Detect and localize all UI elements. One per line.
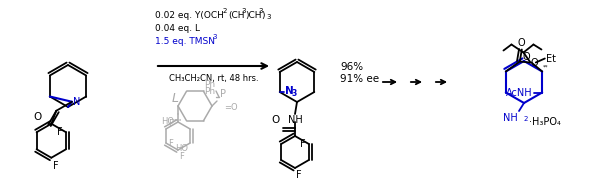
Text: F: F [168,119,173,128]
Text: 3: 3 [241,8,245,14]
Text: NH: NH [287,115,302,125]
Text: O: O [531,57,538,68]
Text: N: N [284,86,293,96]
Text: O: O [272,115,280,125]
Text: HO: HO [161,117,175,126]
Text: O: O [33,112,41,122]
Text: =O: =O [224,103,238,112]
Text: 3: 3 [292,89,297,99]
Text: (CH: (CH [228,11,245,20]
Text: O: O [523,51,530,61]
Text: P: P [220,89,226,99]
Text: F: F [179,152,184,161]
Text: """: """ [172,118,182,124]
Text: AcNH: AcNH [506,87,532,98]
Text: NH: NH [503,113,518,123]
Text: ): ) [261,11,265,20]
Text: 3: 3 [266,14,271,20]
Text: F: F [168,139,173,148]
Text: L: L [172,92,179,105]
Text: N: N [73,97,80,107]
Text: 96%: 96% [340,62,363,72]
Text: 0.02 eq. Y(OCH: 0.02 eq. Y(OCH [155,11,224,20]
Text: 3: 3 [212,34,217,40]
Text: F: F [58,127,63,137]
Text: )CH: )CH [245,11,262,20]
Text: F: F [53,161,59,171]
Text: ·H₃PO₄: ·H₃PO₄ [529,117,561,127]
Text: Ph: Ph [204,80,215,89]
Text: F: F [296,170,302,180]
Text: HO: HO [175,144,188,153]
Text: Et: Et [546,54,556,63]
Text: 2: 2 [223,8,227,14]
Text: CH₃CH₂CN, rt, 48 hrs.: CH₃CH₂CN, rt, 48 hrs. [169,74,259,83]
Text: **: ** [543,64,548,69]
Text: F: F [300,139,306,149]
Text: 2: 2 [524,116,528,122]
Text: O: O [517,38,524,48]
Text: 1.5 eq. TMSN: 1.5 eq. TMSN [155,37,215,46]
Text: 0.04 eq. L: 0.04 eq. L [155,24,200,33]
Text: 3: 3 [258,8,263,14]
Text: 91% ee: 91% ee [340,74,379,84]
Text: Ph: Ph [204,87,215,96]
